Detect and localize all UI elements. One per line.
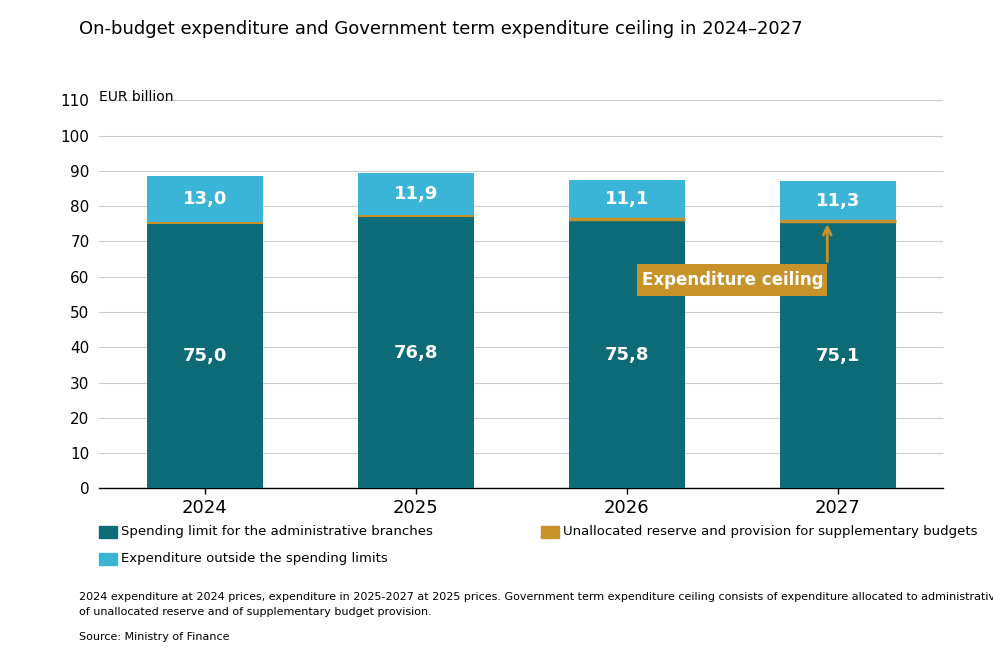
Text: of unallocated reserve and of supplementary budget provision.: of unallocated reserve and of supplement…	[79, 607, 432, 617]
Text: 75,0: 75,0	[183, 347, 227, 365]
Bar	[569, 221, 685, 488]
Bar	[357, 217, 474, 488]
Text: On-budget expenditure and Government term expenditure ceiling in 2024–2027: On-budget expenditure and Government ter…	[79, 20, 803, 38]
Text: 2024 expenditure at 2024 prices, expenditure in 2025-2027 at 2025 prices. Govern: 2024 expenditure at 2024 prices, expendi…	[79, 592, 993, 602]
Text: 75,1: 75,1	[815, 347, 860, 365]
Bar	[780, 223, 896, 488]
Text: 11,1: 11,1	[605, 190, 649, 208]
Text: Expenditure outside the spending limits: Expenditure outside the spending limits	[121, 552, 388, 565]
Text: Unallocated reserve and provision for supplementary budgets: Unallocated reserve and provision for su…	[563, 525, 977, 539]
Text: 11,9: 11,9	[393, 185, 438, 203]
Bar	[357, 173, 474, 215]
Text: 13,0: 13,0	[183, 190, 227, 208]
Bar	[569, 219, 685, 221]
Bar	[147, 224, 263, 488]
Bar	[357, 215, 474, 217]
Bar	[569, 180, 685, 219]
Text: EUR billion: EUR billion	[99, 90, 174, 104]
Text: 76,8: 76,8	[393, 344, 438, 362]
Text: Expenditure ceiling: Expenditure ceiling	[641, 271, 823, 289]
Text: Spending limit for the administrative branches: Spending limit for the administrative br…	[121, 525, 433, 539]
FancyBboxPatch shape	[638, 264, 827, 296]
Text: 75,8: 75,8	[605, 346, 649, 364]
Bar	[147, 221, 263, 224]
Bar	[147, 176, 263, 221]
Bar	[780, 181, 896, 221]
Text: Source: Ministry of Finance: Source: Ministry of Finance	[79, 632, 230, 642]
Bar	[780, 221, 896, 223]
Text: 11,3: 11,3	[815, 193, 860, 211]
